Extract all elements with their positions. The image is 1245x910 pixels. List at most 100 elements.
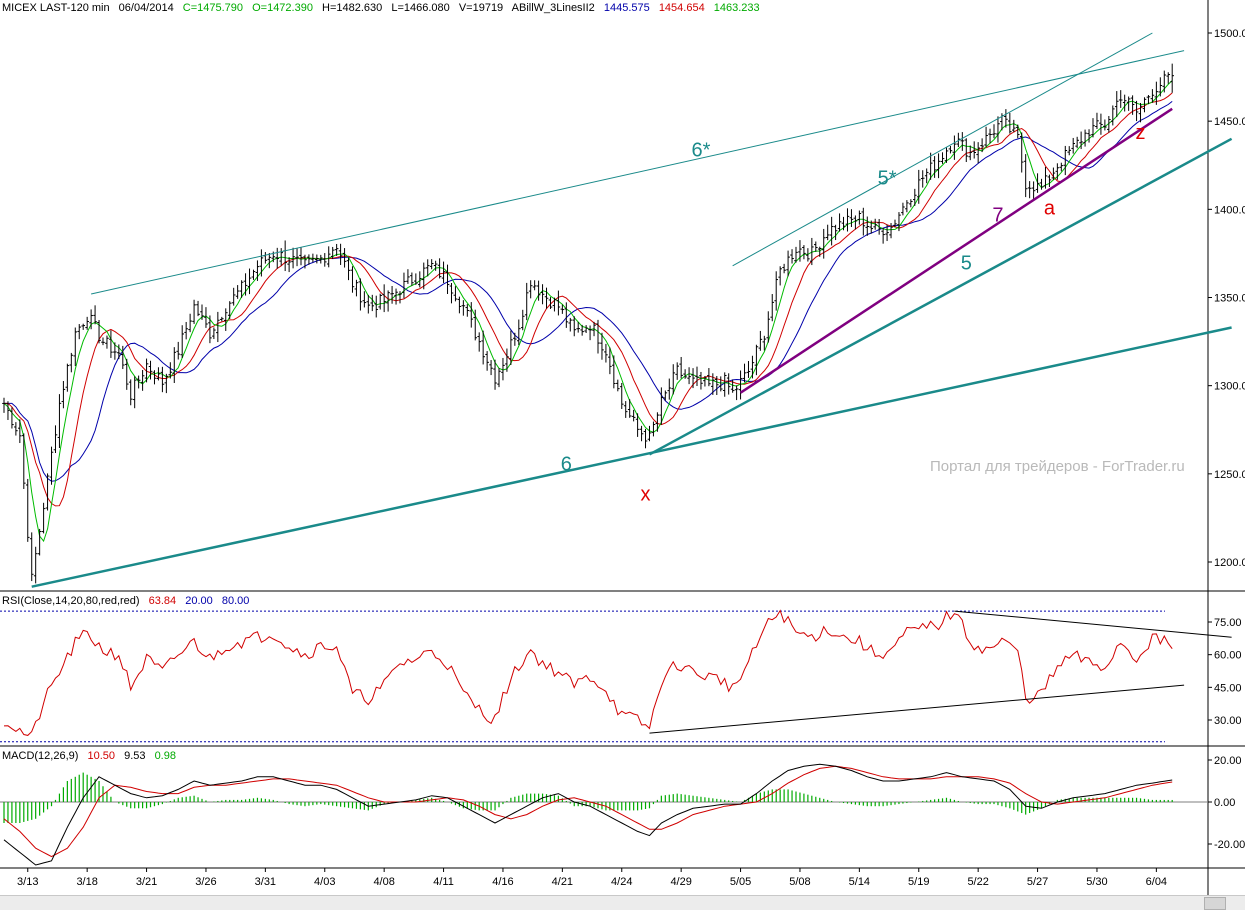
ohlc-bar <box>1039 178 1044 190</box>
ohlc-bar <box>766 311 771 343</box>
ohlc-bar <box>10 407 14 429</box>
ohlc-bar <box>61 381 66 409</box>
macd-y-tick-label: 20.00 <box>1214 755 1242 767</box>
ohlc-bar <box>536 280 541 301</box>
wave-label: a <box>1044 198 1056 220</box>
ohlc-bar <box>734 385 739 401</box>
ohlc-bar <box>350 266 355 293</box>
ohlc-bar <box>711 373 715 395</box>
rsi-y-tick-label: 45.00 <box>1214 682 1242 694</box>
ohlc-bar <box>960 132 965 151</box>
ohlc-bar <box>41 502 46 534</box>
ohlc-bar <box>853 215 858 230</box>
ohlc-bar <box>1154 81 1159 105</box>
ohlc-bar <box>1031 181 1036 201</box>
ohlc-bar <box>806 248 810 262</box>
ohlc-bar <box>1083 129 1087 147</box>
ohlc-bar <box>497 368 501 388</box>
ohlc-bar <box>643 428 648 449</box>
ohlc-bar <box>1126 96 1131 111</box>
ohlc-bar <box>627 399 632 418</box>
ohlc-bar <box>53 425 58 454</box>
ohlc-bar <box>639 425 644 442</box>
ohlc-bar <box>1015 124 1020 139</box>
ohlc-bar <box>841 216 846 231</box>
ohlc-bar <box>663 390 668 401</box>
ohlc-bar <box>18 419 22 444</box>
ohlc-bar <box>699 371 703 390</box>
ohlc-bar <box>307 254 311 265</box>
ohlc-bar <box>924 168 929 184</box>
ohlc-bar <box>774 271 778 311</box>
ohlc-bar <box>1111 105 1115 126</box>
ohlc-bar <box>722 372 727 397</box>
ohlc-bar <box>572 316 577 337</box>
ohlc-bar <box>124 358 129 390</box>
ohlc-bar <box>1027 181 1032 199</box>
ohlc-bar <box>97 320 101 344</box>
ohlc-bar <box>287 257 291 273</box>
ohlc-bar <box>1138 102 1143 123</box>
ohlc-bar <box>544 287 549 309</box>
ohlc-bar <box>750 355 755 379</box>
ohlc-bar <box>952 135 957 160</box>
ohlc-bar <box>996 116 1000 143</box>
ohlc-bar <box>437 258 442 279</box>
ohlc-bar <box>109 330 113 358</box>
ohlc-bar <box>235 285 240 299</box>
trendline-line-5-star <box>732 32 1153 267</box>
macd-value: 10.50 <box>87 750 116 762</box>
ohlc-bar <box>168 362 173 379</box>
ohlc-bar <box>445 264 450 295</box>
symbol-period: MICEX LAST-120 min <box>2 2 110 14</box>
ohlc-bar <box>354 279 359 297</box>
ohlc-bar <box>402 272 406 299</box>
ohlc-bar <box>932 156 937 178</box>
ohlc-bar <box>315 254 319 264</box>
ma-green-line <box>3 80 1173 543</box>
ohlc-bar <box>754 344 759 376</box>
macd-histogram <box>3 772 1173 823</box>
ohlc-bar <box>675 362 679 380</box>
ohlc-bar <box>243 273 248 296</box>
rsi-line <box>3 609 1173 736</box>
price-y-tick-label: 1400.0 <box>1214 204 1245 216</box>
ohlc-bar <box>346 257 351 281</box>
ohlc-bar <box>172 347 177 384</box>
ohlc-bar <box>897 212 901 232</box>
ohlc-bar <box>188 313 192 333</box>
price-y-tick-label: 1350.0 <box>1214 293 1245 305</box>
ohlc-bar <box>425 259 430 277</box>
macd-signal-value: 9.53 <box>124 750 146 762</box>
ohlc-bar <box>956 132 961 147</box>
indicator-value-red: 1454.654 <box>658 2 705 14</box>
wave-label: 5* <box>878 168 897 190</box>
ohlc-bar <box>1019 132 1024 173</box>
ohlc-bar <box>57 394 62 449</box>
ohlc-bar <box>505 348 509 372</box>
ohlc-bar <box>936 153 941 179</box>
ohlc-bar <box>469 302 474 328</box>
macd-signal-line <box>3 765 1173 858</box>
indicator-value-blue: 1445.575 <box>603 2 650 14</box>
header-volume: V=19719 <box>458 2 504 14</box>
ohlc-bar <box>1043 166 1048 189</box>
ohlc-bar <box>596 319 600 354</box>
ohlc-bar <box>89 309 93 330</box>
ohlc-bar <box>786 250 790 277</box>
ohlc-bar <box>319 254 323 264</box>
ohlc-bar <box>1055 163 1060 180</box>
ohlc-bar <box>635 413 640 437</box>
ohlc-bar <box>1170 63 1174 93</box>
ohlc-bar <box>532 280 537 291</box>
x-tick-label: 3/18 <box>76 876 97 888</box>
scrollbar-thumb[interactable] <box>1204 897 1226 910</box>
ohlc-bar <box>600 332 604 360</box>
ohlc-bar <box>889 223 893 239</box>
horizontal-scrollbar[interactable] <box>0 895 1245 910</box>
ohlc-bar <box>548 297 553 309</box>
ohlc-bar <box>509 330 513 365</box>
ohlc-bar <box>576 322 580 333</box>
